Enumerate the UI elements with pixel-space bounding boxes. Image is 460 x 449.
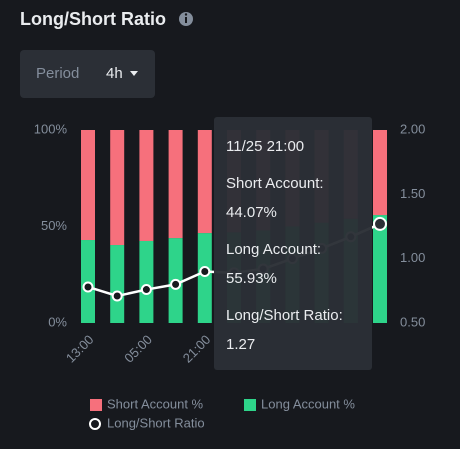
- y-tick-label: 0%: [48, 314, 67, 329]
- ratio-point: [111, 290, 123, 302]
- y2-tick-label: 0.50: [400, 314, 425, 329]
- bar-segment: [373, 215, 387, 323]
- y-tick-label: 100%: [34, 121, 68, 136]
- legend-label: Long Account %: [261, 396, 355, 411]
- ratio-point: [199, 266, 211, 278]
- legend-label: Long/Short Ratio: [107, 415, 205, 430]
- title: Long/Short Ratio: [20, 9, 166, 29]
- y-tick-label: 50%: [41, 218, 67, 233]
- tooltip-label: Long Account:: [226, 241, 321, 258]
- tooltip-title: 11/25 21:00: [226, 138, 304, 155]
- legend: Short Account % Long Account % Long/Short …: [89, 396, 355, 430]
- bar-segment: [168, 130, 183, 239]
- period-label: Period: [36, 65, 79, 82]
- legend-marker: [90, 399, 102, 411]
- y2-tick-label: 2.00: [400, 121, 425, 136]
- bar-segment: [197, 130, 212, 234]
- y2-tick-label: 1.00: [400, 250, 425, 265]
- y2-tick-label: 1.50: [400, 186, 425, 201]
- bar-segment: [139, 240, 154, 323]
- tooltip-value: 1.27: [226, 336, 255, 353]
- period-selector[interactable]: Period 4h: [20, 50, 155, 98]
- bar-segment: [197, 233, 212, 323]
- ratio-point: [373, 216, 387, 231]
- ratio-point: [170, 278, 182, 290]
- bar-segment: [373, 130, 387, 216]
- legend-marker: [244, 399, 256, 411]
- period-value: 4h: [106, 65, 123, 82]
- bar-segment: [110, 245, 125, 323]
- tooltip-value: 55.93%: [226, 270, 277, 287]
- ratio-point: [82, 281, 94, 293]
- ratio-point: [140, 284, 152, 296]
- tooltip-label: Short Account:: [226, 175, 324, 192]
- tooltip-label: Long/Short Ratio:: [226, 307, 343, 324]
- tooltip: 11/25 21:00 Short Account: 44.07% Long Acco…: [214, 117, 372, 370]
- legend-marker: [89, 418, 101, 430]
- legend-label: Short Account %: [107, 396, 204, 411]
- bar-segment: [81, 130, 95, 241]
- tooltip-box: [214, 117, 372, 370]
- bar-segment: [139, 130, 154, 241]
- info-icon[interactable]: [179, 12, 193, 26]
- bar-segment: [110, 130, 125, 246]
- tooltip-value: 44.07%: [226, 204, 277, 221]
